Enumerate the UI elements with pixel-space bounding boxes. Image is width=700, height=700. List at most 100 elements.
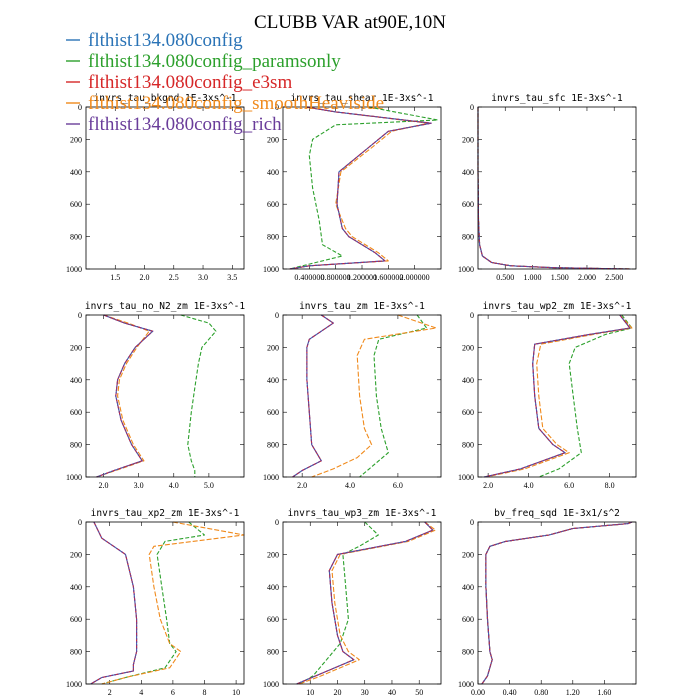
panel-title: invrs_tau_zm 1E-3xs^-1 <box>299 301 425 312</box>
panel-title: invrs_tau_no_N2_zm 1E-3xs^-1 <box>85 301 245 312</box>
plot-frame <box>282 521 442 685</box>
y-tick-label: 0 <box>470 311 474 320</box>
plot-frame <box>477 314 637 478</box>
series-line-1 <box>477 107 631 270</box>
y-tick-label: 800 <box>462 441 474 450</box>
x-tick-label: 2.5 <box>169 273 179 282</box>
legend-item: flthist134.080config_e3sm <box>66 72 292 93</box>
legend-label: flthist134.080config <box>88 30 243 51</box>
y-tick-label: 200 <box>462 343 474 352</box>
y-tick-label: 200 <box>462 135 474 144</box>
legend-item: flthist134.080config_rich <box>66 114 282 135</box>
series-line-2 <box>538 314 633 478</box>
panel-4: invrs_tau_no_N2_zm 1E-3xs^-1 2.0 3.0 4.0 5.0… <box>66 301 245 490</box>
x-tick-label: 10 <box>232 688 240 697</box>
x-tick-label: 2.0 <box>483 481 493 490</box>
figure-title: CLUBB VAR at90E,10N <box>254 12 446 33</box>
y-tick-label: 0 <box>78 518 82 527</box>
series-line-2 <box>359 314 428 478</box>
legend-item: flthist134.080config_paramsonly <box>66 51 341 72</box>
x-tick-label: 2 <box>108 688 112 697</box>
series-line-5 <box>296 521 434 685</box>
y-tick-label: 600 <box>267 200 279 209</box>
panel-3: invrs_tau_sfc 1E-3xs^-1 0.500 1.000 1.500 2.… <box>458 93 637 282</box>
series-line-2 <box>289 106 439 270</box>
x-tick-label: 1.60 <box>597 688 611 697</box>
x-tick-label: 1.20 <box>566 688 580 697</box>
y-tick-label: 800 <box>70 233 82 242</box>
x-tick-label: 10 <box>306 688 314 697</box>
legend: flthist134.080configflthist134.080config… <box>66 30 384 135</box>
panel-title: invrs_tau_shear 1E-3xs^-1 <box>291 93 434 104</box>
panel-title: invrs_tau_wp2_zm 1E-3xs^-1 <box>483 301 632 312</box>
y-tick-label: 400 <box>462 168 474 177</box>
panels: invrs_tau_bkgnd 1E-3xs^-1 1.5 2.0 2.5 3.0 3.5… <box>66 93 637 697</box>
legend-label: flthist134.080config_rich <box>88 114 282 135</box>
y-tick-label: 200 <box>267 343 279 352</box>
x-tick-label: 4.0 <box>524 481 534 490</box>
x-tick-label: 3.0 <box>134 481 144 490</box>
series-line-5 <box>292 314 334 478</box>
series-line-3 <box>481 521 633 685</box>
y-tick-label: 400 <box>462 583 474 592</box>
series-line-1 <box>292 314 334 478</box>
y-tick-label: 800 <box>267 441 279 450</box>
y-tick-label: 1000 <box>458 473 474 482</box>
y-tick-label: 0 <box>275 103 279 112</box>
series-line-4 <box>299 521 437 685</box>
series-line-3 <box>477 107 631 270</box>
x-tick-label: 2.0 <box>297 481 307 490</box>
plot-frame <box>85 314 245 478</box>
x-tick-label: 2.0 <box>99 481 109 490</box>
y-tick-label: 800 <box>267 233 279 242</box>
series-line-3 <box>296 521 434 685</box>
x-tick-label: 50 <box>415 688 423 697</box>
series-line-2 <box>481 521 633 685</box>
y-tick-label: 600 <box>462 615 474 624</box>
y-tick-label: 600 <box>70 408 82 417</box>
legend-label: flthist134.080config_paramsonly <box>88 51 341 72</box>
panel-2: invrs_tau_shear 1E-3xs^-1 0.4000000.80000… <box>263 93 442 282</box>
x-tick-label: 1.600000 <box>373 273 403 282</box>
y-tick-label: 400 <box>70 168 82 177</box>
series-line-1 <box>481 521 633 685</box>
y-tick-label: 800 <box>267 648 279 657</box>
panel-title: invrs_tau_xp2_zm 1E-3xs^-1 <box>91 508 240 519</box>
x-tick-label: 5.0 <box>204 481 214 490</box>
y-tick-label: 0 <box>275 311 279 320</box>
series-line-3 <box>292 314 334 478</box>
x-tick-label: 4.0 <box>345 481 355 490</box>
y-tick-label: 1000 <box>263 680 279 689</box>
y-tick-label: 200 <box>267 135 279 144</box>
x-tick-label: 40 <box>388 688 396 697</box>
panel-5: invrs_tau_zm 1E-3xs^-1 2.0 4.0 6.0 0 200 400 60… <box>263 301 442 490</box>
x-tick-label: 1.5 <box>110 273 120 282</box>
y-tick-label: 800 <box>70 648 82 657</box>
x-tick-label: 1.000 <box>523 273 541 282</box>
plot-frame <box>282 314 442 478</box>
y-tick-label: 1000 <box>66 265 82 274</box>
y-tick-label: 200 <box>70 343 82 352</box>
y-tick-label: 1000 <box>263 265 279 274</box>
y-tick-label: 600 <box>462 408 474 417</box>
y-tick-label: 0 <box>78 103 82 112</box>
panel-title: invrs_tau_wp3_zm 1E-3xs^-1 <box>288 508 437 519</box>
x-tick-label: 30 <box>361 688 369 697</box>
series-line-5 <box>289 106 432 270</box>
y-tick-label: 1000 <box>458 680 474 689</box>
plot-frame <box>282 106 442 270</box>
panel-7: invrs_tau_xp2_zm 1E-3xs^-1 2 4 6 8 10 0 200 400 6… <box>66 508 245 697</box>
plot-frame <box>85 106 245 270</box>
y-tick-label: 600 <box>70 615 82 624</box>
y-tick-label: 1000 <box>66 473 82 482</box>
x-tick-label: 3.0 <box>198 273 208 282</box>
y-tick-label: 1000 <box>458 265 474 274</box>
panel-title: invrs_tau_bkgnd 1E-3xs^-1 <box>94 93 237 104</box>
series-line-5 <box>90 521 138 685</box>
y-tick-label: 0 <box>470 518 474 527</box>
y-tick-label: 200 <box>267 550 279 559</box>
series-line-4 <box>477 107 631 270</box>
series-line-2 <box>101 521 206 685</box>
x-tick-label: 2.000000 <box>400 273 430 282</box>
x-tick-label: 2.000 <box>578 273 596 282</box>
